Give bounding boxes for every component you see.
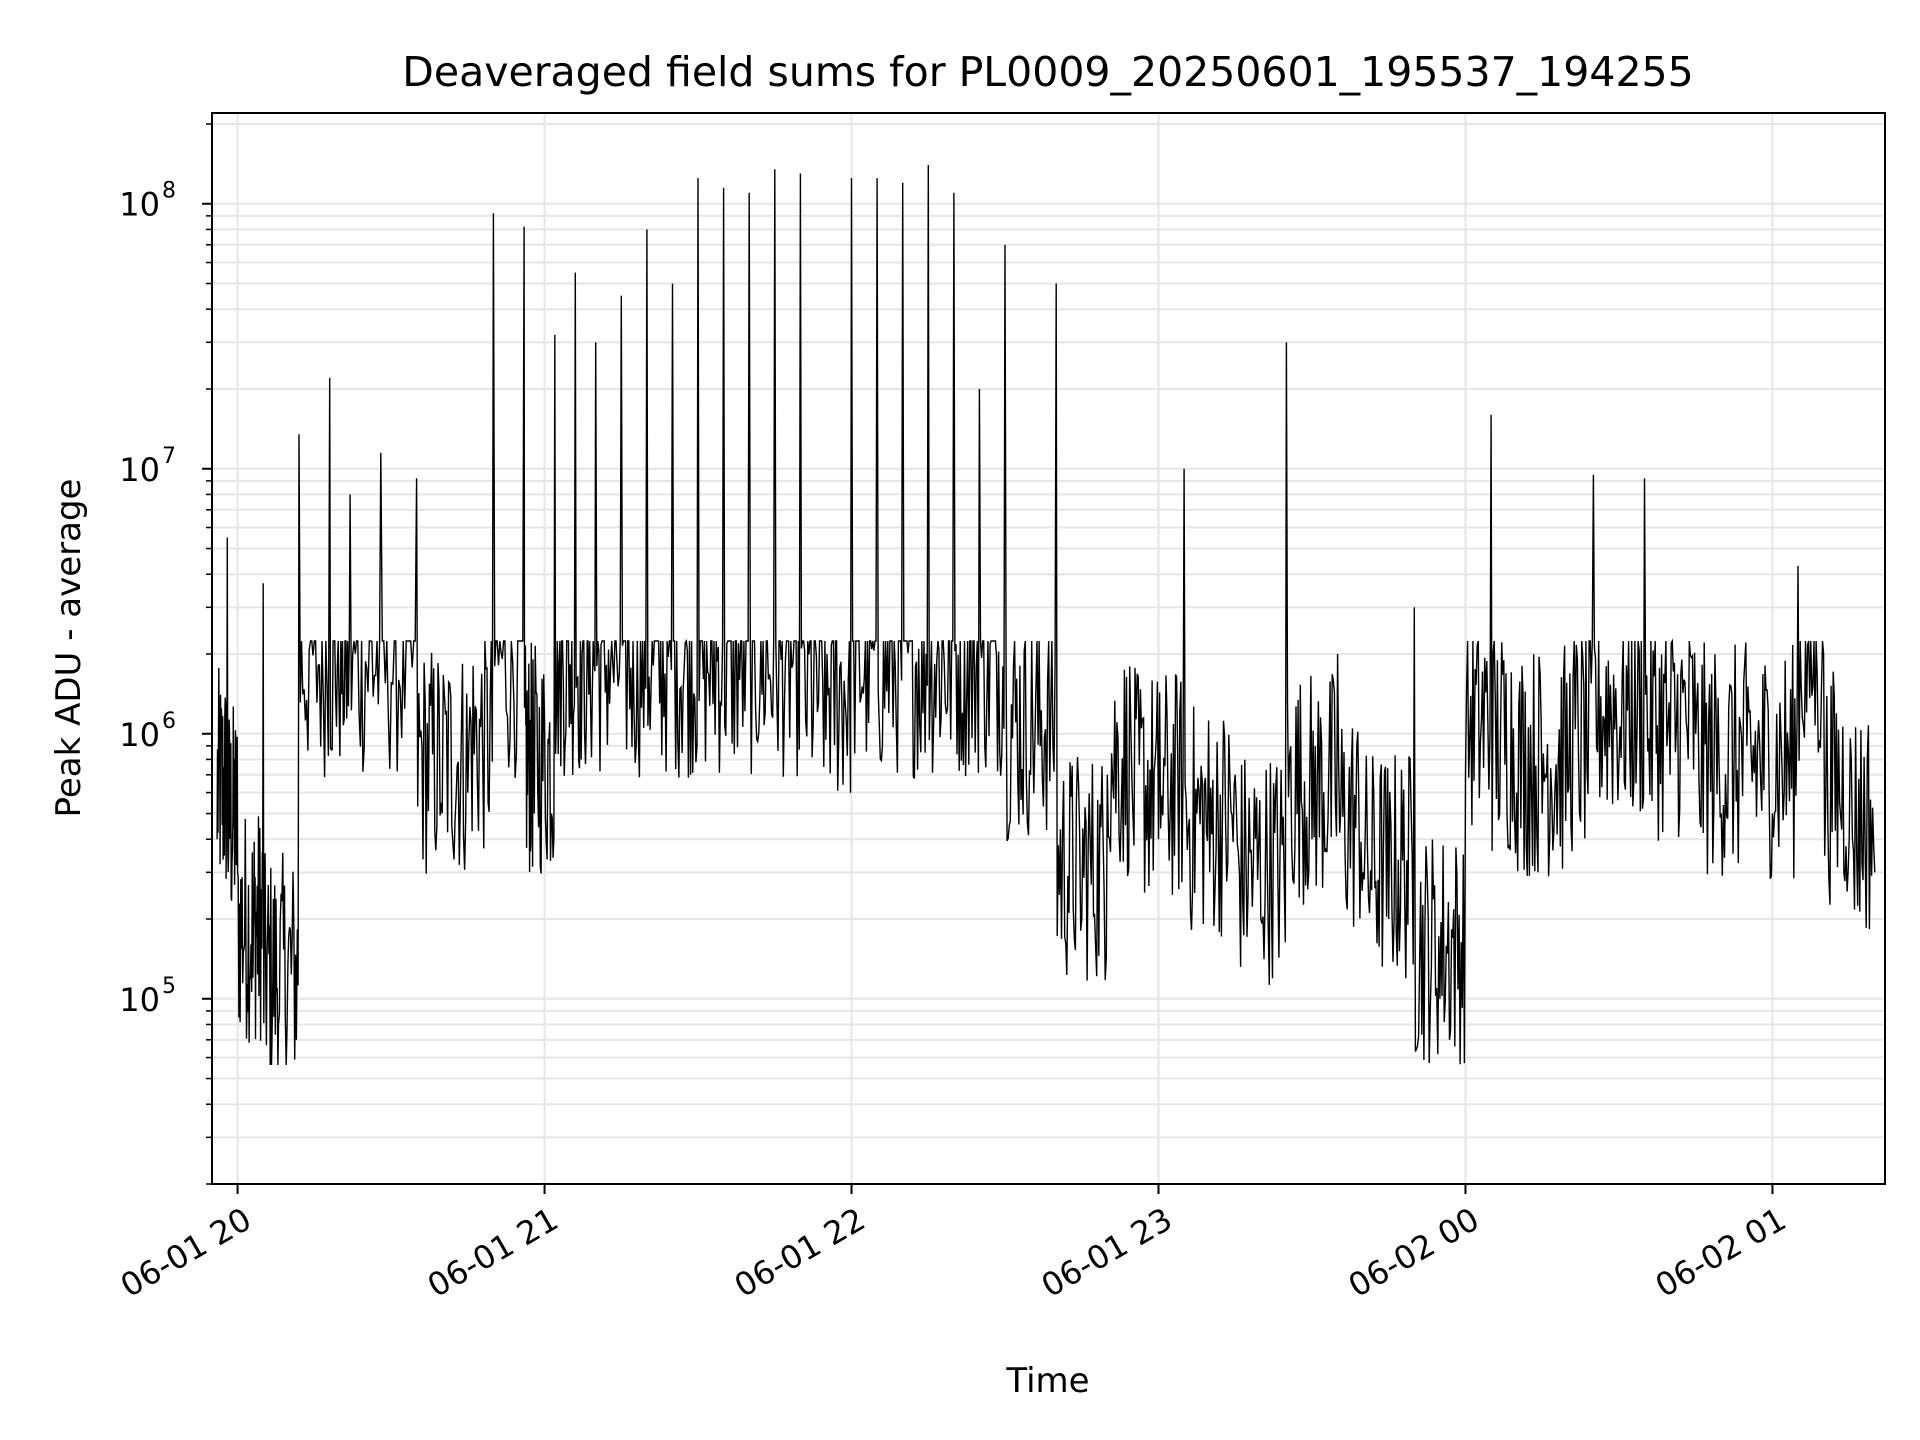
x-axis-label: Time	[1005, 1361, 1089, 1401]
y-tick-label: 10	[119, 451, 160, 489]
y-axis-label: Peak ADU - average	[49, 479, 89, 818]
y-tick-exponent: 6	[162, 709, 176, 734]
plot-frame	[211, 112, 1886, 1185]
series-line	[216, 164, 1876, 1066]
y-tick-exponent: 5	[162, 974, 176, 999]
chart-title: Deaveraged field sums for PL0009_2025060…	[402, 48, 1693, 96]
y-tick-label: 10	[119, 981, 160, 1019]
y-tick-exponent: 8	[162, 179, 176, 204]
plot-area	[216, 164, 1876, 1066]
y-tick-exponent: 7	[162, 444, 176, 469]
y-tick-label: 10	[119, 186, 160, 224]
y-tick-label: 10	[119, 716, 160, 754]
